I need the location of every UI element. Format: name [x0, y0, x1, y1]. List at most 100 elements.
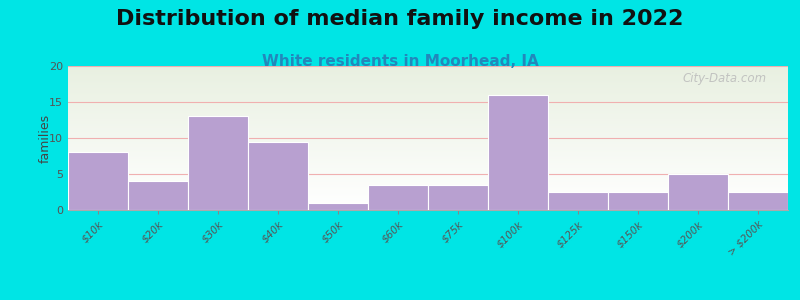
- Text: Distribution of median family income in 2022: Distribution of median family income in …: [116, 9, 684, 29]
- Bar: [68, 193, 788, 194]
- Bar: [68, 67, 788, 68]
- Bar: [308, 203, 368, 210]
- Bar: [68, 175, 788, 176]
- Bar: [68, 112, 788, 113]
- Bar: [68, 139, 788, 140]
- Bar: [68, 208, 788, 209]
- Bar: [68, 118, 788, 119]
- Bar: [608, 192, 668, 210]
- Bar: [68, 68, 788, 69]
- Bar: [68, 171, 788, 172]
- Bar: [248, 142, 308, 210]
- Bar: [188, 116, 248, 210]
- Bar: [68, 205, 788, 206]
- Bar: [68, 96, 788, 97]
- Bar: [68, 133, 788, 134]
- Bar: [68, 111, 788, 112]
- Bar: [68, 158, 788, 159]
- Bar: [368, 185, 428, 210]
- Bar: [68, 134, 788, 135]
- Bar: [68, 179, 788, 180]
- Bar: [68, 202, 788, 203]
- Bar: [68, 92, 788, 93]
- Bar: [68, 94, 788, 95]
- Bar: [68, 108, 788, 109]
- Bar: [68, 165, 788, 166]
- Bar: [68, 146, 788, 147]
- Bar: [68, 155, 788, 156]
- Bar: [68, 176, 788, 177]
- Bar: [68, 74, 788, 75]
- Bar: [68, 87, 788, 88]
- Bar: [68, 161, 788, 162]
- Bar: [68, 201, 788, 202]
- Bar: [68, 162, 788, 163]
- Bar: [68, 189, 788, 190]
- Bar: [68, 199, 788, 200]
- Bar: [68, 184, 788, 185]
- Bar: [68, 180, 788, 181]
- Bar: [68, 71, 788, 72]
- Bar: [68, 143, 788, 144]
- Bar: [68, 125, 788, 126]
- Bar: [68, 172, 788, 173]
- Bar: [68, 115, 788, 116]
- Bar: [68, 160, 788, 161]
- Bar: [68, 173, 788, 174]
- Bar: [68, 136, 788, 137]
- Bar: [68, 89, 788, 90]
- Bar: [68, 98, 788, 99]
- Bar: [68, 107, 788, 108]
- Bar: [68, 101, 788, 102]
- Bar: [68, 144, 788, 145]
- Bar: [68, 132, 788, 133]
- Bar: [68, 88, 788, 89]
- Bar: [68, 169, 788, 170]
- Bar: [68, 121, 788, 122]
- Bar: [68, 200, 788, 201]
- Bar: [68, 204, 788, 205]
- Bar: [68, 167, 788, 168]
- Bar: [68, 106, 788, 107]
- Bar: [68, 110, 788, 111]
- Bar: [68, 141, 788, 142]
- Bar: [68, 85, 788, 86]
- Bar: [68, 80, 788, 81]
- Bar: [68, 75, 788, 76]
- Bar: [68, 105, 788, 106]
- Bar: [68, 178, 788, 179]
- Bar: [68, 129, 788, 130]
- Bar: [68, 209, 788, 210]
- Bar: [488, 95, 548, 210]
- Bar: [68, 186, 788, 187]
- Bar: [68, 84, 788, 85]
- Bar: [68, 207, 788, 208]
- Bar: [68, 181, 788, 182]
- Bar: [68, 156, 788, 157]
- Bar: [68, 166, 788, 167]
- Bar: [68, 163, 788, 164]
- Bar: [68, 79, 788, 80]
- Bar: [68, 113, 788, 114]
- Bar: [68, 164, 788, 165]
- Bar: [68, 99, 788, 100]
- Bar: [68, 191, 788, 192]
- Bar: [68, 188, 788, 189]
- Bar: [68, 182, 788, 183]
- Bar: [68, 190, 788, 191]
- Bar: [68, 174, 788, 175]
- Bar: [68, 77, 788, 78]
- Bar: [68, 95, 788, 96]
- Bar: [68, 151, 788, 152]
- Bar: [68, 109, 788, 110]
- Bar: [548, 192, 608, 210]
- Bar: [68, 148, 788, 149]
- Bar: [68, 78, 788, 79]
- Bar: [68, 196, 788, 197]
- Bar: [68, 127, 788, 128]
- Bar: [68, 157, 788, 158]
- Bar: [68, 91, 788, 92]
- Bar: [68, 72, 788, 73]
- Bar: [68, 135, 788, 136]
- Bar: [68, 117, 788, 118]
